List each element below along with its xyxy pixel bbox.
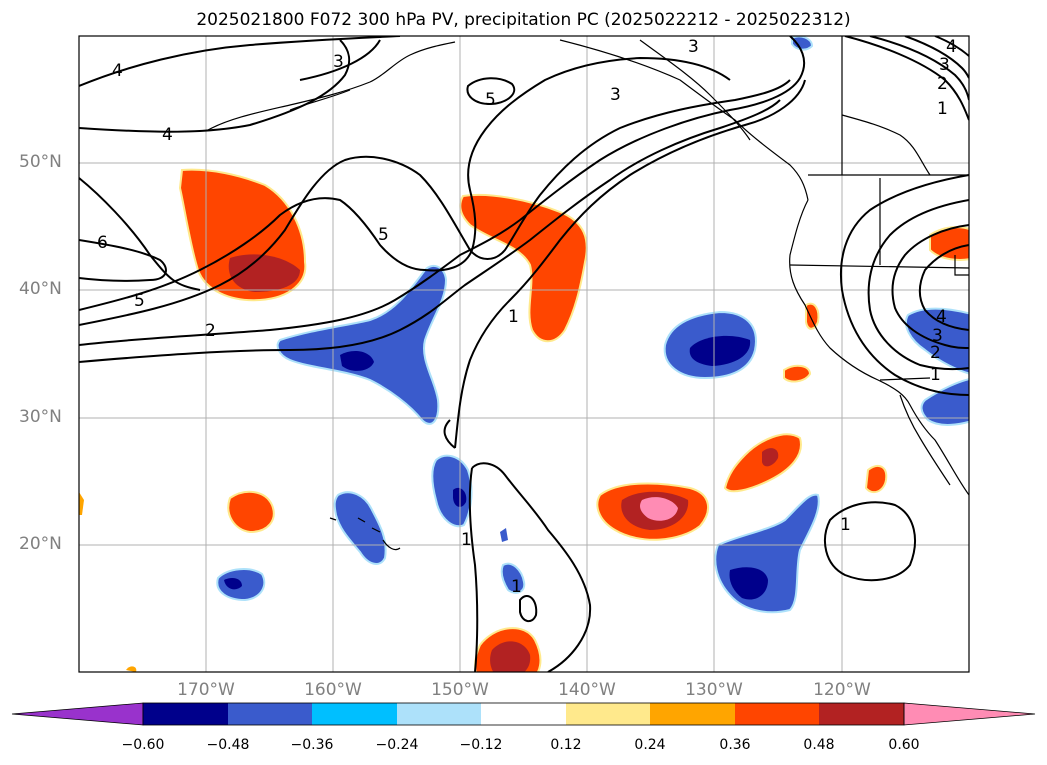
lon-label: 160°W — [304, 680, 362, 700]
lat-label: 20°N — [19, 534, 62, 554]
colorbar-tick-label: 0.12 — [550, 737, 582, 753]
lon-label: 140°W — [558, 680, 616, 700]
map-area — [79, 36, 969, 672]
gridlines — [79, 36, 969, 672]
colorbar-tick-label: −0.24 — [375, 737, 419, 753]
colorbar-tick-label: −0.60 — [121, 737, 165, 753]
colorbar-extend-min — [11, 702, 144, 726]
colorbar-tick-label: −0.12 — [459, 737, 503, 753]
colorbar-segment — [481, 703, 566, 725]
contour-label: 2 — [930, 343, 941, 363]
contour-label: 3 — [688, 37, 699, 57]
lon-label: 150°W — [431, 680, 489, 700]
contour-label: 2 — [205, 321, 216, 341]
colorbar-segment — [228, 703, 312, 725]
colorbar-tick-label: −0.48 — [206, 737, 250, 753]
contour-label: 4 — [936, 307, 947, 327]
contour-label: 5 — [378, 225, 389, 245]
colorbar-segment — [819, 703, 904, 725]
colorbar-tick-label: −0.36 — [290, 737, 334, 753]
contour-label: 2 — [937, 74, 948, 94]
precip-positive-areas — [79, 168, 969, 672]
contour-label: 3 — [939, 55, 950, 75]
colorbar-segment — [735, 703, 819, 725]
contour-label: 5 — [485, 90, 496, 110]
precip-negative-areas — [216, 36, 969, 614]
contour-label: 3 — [333, 52, 344, 72]
lon-label: 130°W — [685, 680, 743, 700]
contour-label: 4 — [112, 61, 123, 81]
contour-labels: 4 3 3 5 3 4 4 3 2 1 6 5 2 5 1 4 3 2 1 1 … — [97, 37, 957, 597]
lat-label: 50°N — [19, 152, 62, 172]
contour-label: 3 — [610, 85, 621, 105]
colorbar-segment — [397, 703, 481, 725]
contour-label: 3 — [932, 326, 943, 346]
lat-label: 30°N — [19, 407, 62, 427]
contour-label: 4 — [162, 125, 173, 145]
colorbar-segment — [312, 703, 397, 725]
map-frame — [78, 35, 970, 673]
colorbar-tick-label: 0.48 — [803, 737, 835, 753]
colorbar-segment — [143, 703, 228, 725]
lon-label: 170°W — [177, 680, 235, 700]
colorbar-segment — [650, 703, 735, 725]
contour-label: 6 — [97, 233, 108, 253]
contour-label: 4 — [946, 37, 957, 57]
contour-label: 1 — [937, 99, 948, 119]
colorbar-tick-label: 0.60 — [888, 737, 920, 753]
contour-label: 1 — [840, 515, 851, 535]
contour-label: 1 — [461, 530, 472, 550]
pv-contours — [79, 36, 969, 672]
map-title: 2025021800 F072 300 hPa PV, precipitatio… — [196, 10, 851, 30]
contour-label: 1 — [508, 307, 519, 327]
lon-label: 120°W — [813, 680, 871, 700]
colorbar-tick-label: 0.36 — [719, 737, 751, 753]
contour-label: 1 — [511, 577, 522, 597]
colorbar-segment — [566, 703, 650, 725]
contour-label: 5 — [134, 291, 145, 311]
lat-label: 40°N — [19, 279, 62, 299]
contour-label: 1 — [930, 365, 941, 385]
colorbar-tick-label: 0.24 — [634, 737, 666, 753]
colorbar-extend-max — [903, 702, 1036, 726]
colorbar — [11, 702, 1036, 726]
